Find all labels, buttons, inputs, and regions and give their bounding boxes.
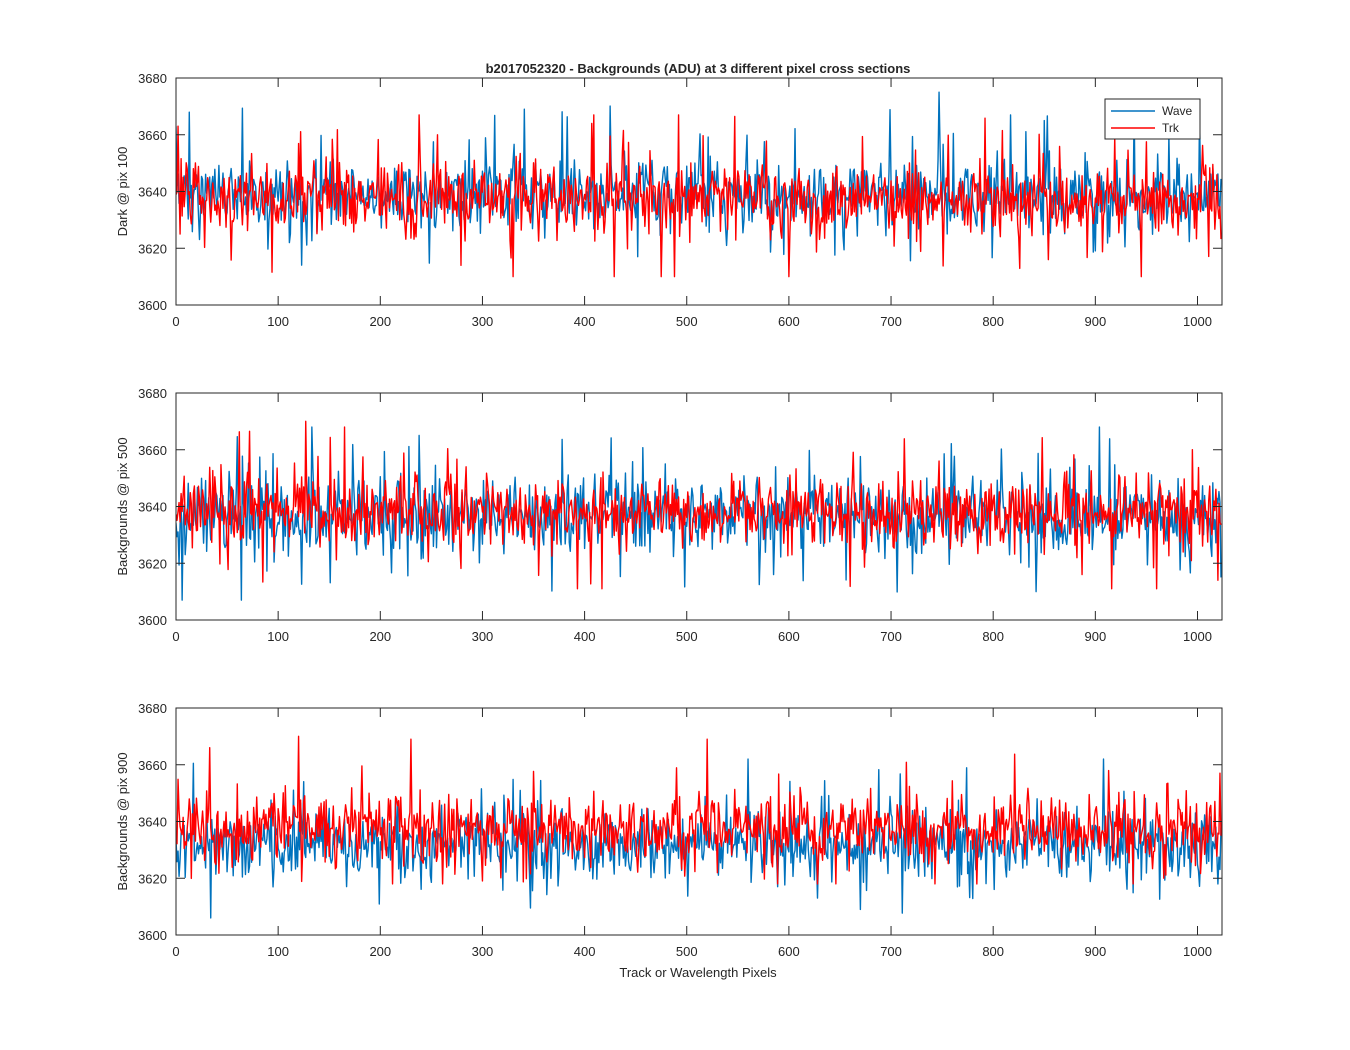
- y-tick-label: 3680: [138, 386, 167, 401]
- x-tick-label: 1000: [1183, 944, 1212, 959]
- x-tick-label: 100: [267, 629, 289, 644]
- y-axis-label: Backgrounds @ pix 900: [115, 752, 130, 890]
- y-tick-label: 3680: [138, 71, 167, 86]
- x-tick-label: 300: [472, 314, 494, 329]
- x-tick-label: 400: [574, 629, 596, 644]
- x-tick-label: 300: [472, 629, 494, 644]
- x-tick-label: 900: [1084, 944, 1106, 959]
- x-axis-label: Track or Wavelength Pixels: [619, 965, 777, 980]
- x-tick-label: 700: [880, 629, 902, 644]
- x-tick-label: 200: [369, 629, 391, 644]
- subplot-1: 0 100 200 300 400 500 600 700 800 900 1000 3600 3620…: [115, 71, 1223, 329]
- series-line-trk: [176, 420, 1222, 590]
- x-tick-label: 200: [369, 314, 391, 329]
- y-axis-label: Dark @ pix 100: [115, 147, 130, 237]
- series-line-wave: [176, 426, 1222, 601]
- x-tick-label: 300: [472, 944, 494, 959]
- x-tick-label: 1000: [1183, 629, 1212, 644]
- legend: Wave Trk: [1104, 98, 1201, 140]
- y-tick-label: 3600: [138, 298, 167, 313]
- x-tick-label: 500: [676, 944, 698, 959]
- x-tick-label: 100: [267, 944, 289, 959]
- y-tick-label: 3620: [138, 556, 167, 571]
- y-tick-label: 3640: [138, 500, 167, 515]
- legend-box: [1104, 98, 1201, 140]
- x-tick-label: 700: [880, 944, 902, 959]
- y-tick-label: 3640: [138, 815, 167, 830]
- x-tick-label: 700: [880, 314, 902, 329]
- y-tick-label: 3620: [138, 871, 167, 886]
- legend-label-trk: Trk: [1162, 121, 1180, 135]
- y-tick-label: 3600: [138, 613, 167, 628]
- x-tick-label: 100: [267, 314, 289, 329]
- x-tick-label: 0: [172, 314, 179, 329]
- y-tick-label: 3640: [138, 185, 167, 200]
- x-tick-label: 600: [778, 629, 800, 644]
- subplot-2: 0 100 200 300 400 500 600 700 800 900 1000 3600 3620…: [115, 386, 1223, 644]
- series-line-trk: [176, 735, 1222, 885]
- y-tick-label: 3660: [138, 758, 167, 773]
- x-tick-label: 800: [982, 629, 1004, 644]
- x-tick-label: 800: [982, 314, 1004, 329]
- x-tick-label: 500: [676, 629, 698, 644]
- x-tick-label: 0: [172, 629, 179, 644]
- x-tick-label: 600: [778, 944, 800, 959]
- x-tick-label: 500: [676, 314, 698, 329]
- subplot-3: 0 100 200 300 400 500 600 700 800 900 1000 3600 3620…: [115, 701, 1223, 959]
- series-line-trk: [176, 114, 1222, 278]
- subplot-panels: 0 100 200 300 400 500 600 700 800 900 100036003620…: [115, 71, 1223, 959]
- x-tick-label: 200: [369, 944, 391, 959]
- x-tick-label: 400: [574, 314, 596, 329]
- y-tick-label: 3600: [138, 928, 167, 943]
- y-tick-label: 3620: [138, 241, 167, 256]
- y-axis-label: Backgrounds @ pix 500: [115, 437, 130, 575]
- x-tick-label: 1000: [1183, 314, 1212, 329]
- x-tick-label: 800: [982, 944, 1004, 959]
- x-tick-label: 400: [574, 944, 596, 959]
- x-tick-label: 0: [172, 944, 179, 959]
- y-tick-label: 3660: [138, 128, 167, 143]
- x-tick-label: 900: [1084, 314, 1106, 329]
- chart-title: b2017052320 - Backgrounds (ADU) at 3 dif…: [486, 61, 911, 76]
- x-tick-label: 900: [1084, 629, 1106, 644]
- y-tick-label: 3680: [138, 701, 167, 716]
- x-tick-label: 600: [778, 314, 800, 329]
- y-tick-label: 3660: [138, 443, 167, 458]
- legend-label-wave: Wave: [1162, 104, 1193, 118]
